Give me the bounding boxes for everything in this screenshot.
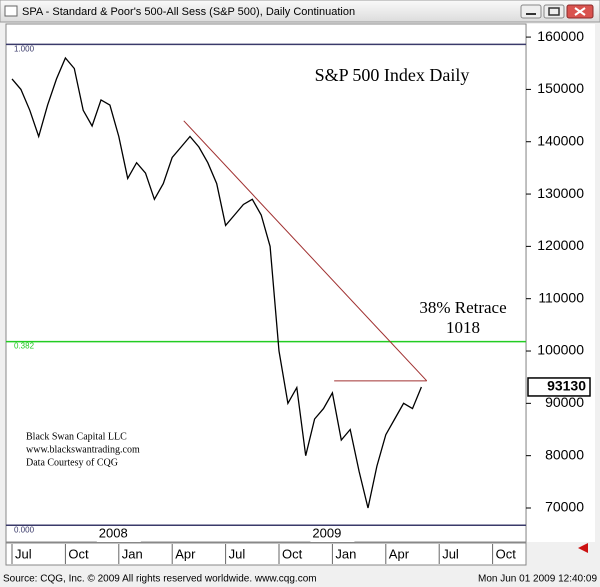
fib-label: 0.382 <box>14 342 35 351</box>
y-tick-label: 80000 <box>545 446 584 462</box>
year-box <box>310 526 355 542</box>
last-value-label: 93130 <box>547 378 586 394</box>
window-title: SPA - Standard & Poor's 500-All Sess (S&… <box>22 6 355 18</box>
credit: www.blackswantrading.com <box>26 444 140 455</box>
x-tick-label: Jan <box>335 546 356 561</box>
x-tick-label: Oct <box>68 546 89 561</box>
year-box <box>96 526 141 542</box>
y-tick-label: 120000 <box>537 237 584 253</box>
chart-title: S&P 500 Index Daily <box>315 65 470 85</box>
x-tick-label: Oct <box>496 546 517 561</box>
credit: Data Courtesy of CQG <box>26 457 118 468</box>
fib-label: 0.000 <box>14 525 35 534</box>
y-tick-label: 100000 <box>537 342 584 358</box>
x-tick-label: Apr <box>389 546 410 561</box>
fib-label: 1.000 <box>14 45 35 54</box>
plot-area <box>5 23 527 543</box>
y-tick-label: 70000 <box>545 499 584 515</box>
x-tick-label: Apr <box>175 546 196 561</box>
x-tick-label: Jul <box>229 546 246 561</box>
year-label: 2008 <box>99 525 128 540</box>
x-tick-label: Jul <box>15 546 32 561</box>
app-icon <box>4 5 18 17</box>
annotation: 1018 <box>446 318 480 337</box>
credit: Black Swan Capital LLC <box>26 431 127 442</box>
annotation: 38% Retrace <box>419 298 506 317</box>
last-value-box <box>527 377 591 397</box>
trendline <box>183 120 428 382</box>
scroll-arrow[interactable] <box>578 543 588 553</box>
y-tick-label: 140000 <box>537 132 584 148</box>
y-tick-label: 130000 <box>537 185 584 201</box>
x-tick-label: Jul <box>442 546 459 561</box>
maximize-button[interactable] <box>543 4 565 19</box>
y-axis-area <box>527 24 595 542</box>
y-tick-label: 150000 <box>537 80 584 96</box>
price-line <box>11 56 423 509</box>
x-tick-label: Oct <box>282 546 303 561</box>
year-label: 2009 <box>312 525 341 540</box>
x-tick-label: Jan <box>122 546 143 561</box>
y-tick-label: 110000 <box>538 289 584 305</box>
footer-time: Mon Jun 01 2009 12:40:09 <box>478 574 597 585</box>
minimize-button[interactable] <box>520 4 542 19</box>
y-tick-label: 90000 <box>545 394 584 410</box>
footer-source: Source: CQG, Inc. © 2009 All rights rese… <box>3 574 317 585</box>
y-tick-label: 160000 <box>537 28 584 44</box>
title-bar <box>0 0 600 23</box>
x-axis-area <box>5 542 527 566</box>
